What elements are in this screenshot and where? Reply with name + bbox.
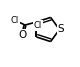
Text: Cl: Cl [11,16,19,25]
Text: O: O [18,30,27,40]
Text: Cl: Cl [34,21,42,30]
Text: S: S [58,24,64,35]
